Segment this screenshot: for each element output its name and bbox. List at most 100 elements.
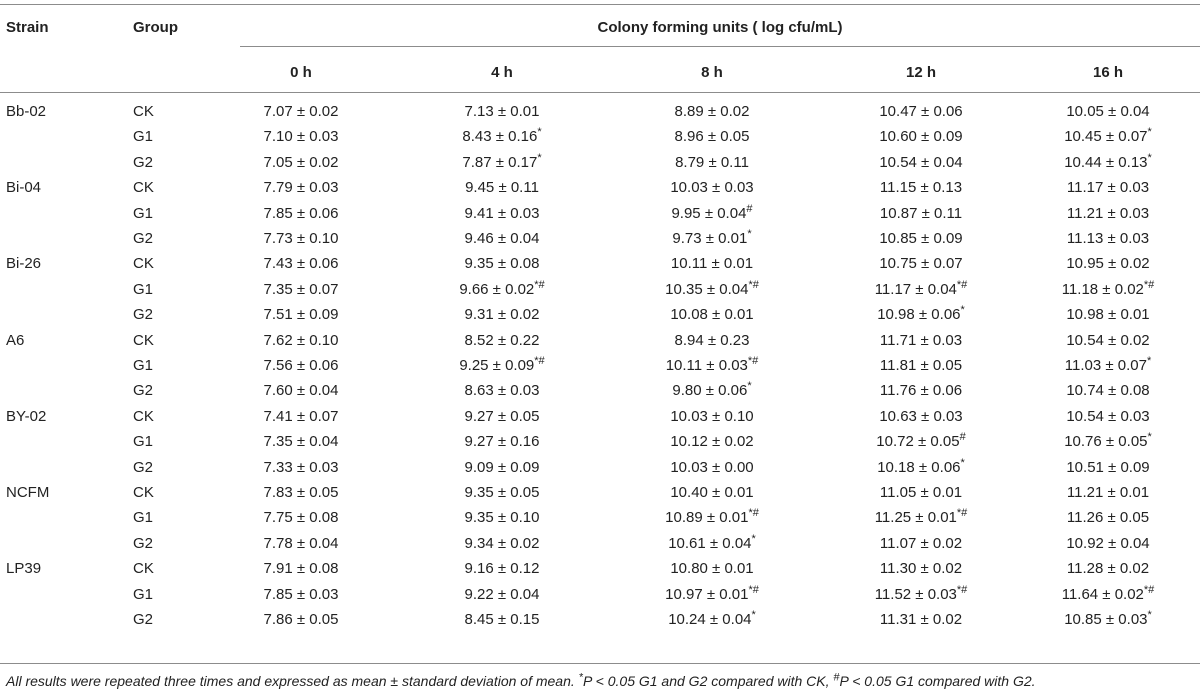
value-text: 10.95 ± 0.02: [1066, 255, 1150, 272]
strain-cell: Bi-26: [6, 255, 42, 272]
value-text: 7.41 ± 0.07: [263, 408, 339, 425]
value-text: 10.85 ± 0.03: [1064, 611, 1148, 628]
group-cell: CK: [133, 332, 154, 349]
value-cell: 7.07 ± 0.02: [264, 103, 339, 121]
value-cell: 9.35 ± 0.05: [465, 484, 540, 502]
group-cell: CK: [133, 408, 154, 425]
value-cell: 10.35 ± 0.04*#: [665, 280, 759, 299]
value-text: 7.91 ± 0.08: [263, 560, 339, 577]
value-cell: 7.56 ± 0.06: [264, 357, 339, 375]
value-text: 10.61 ± 0.04: [668, 535, 752, 552]
value-cell: 11.25 ± 0.01*#: [875, 508, 968, 527]
value-cell: 9.66 ± 0.02*#: [459, 280, 544, 299]
value-text: 8.94 ± 0.23: [674, 332, 750, 349]
header-group: Group: [133, 19, 178, 36]
value-text: 10.03 ± 0.03: [670, 179, 754, 196]
value-cell: 10.87 ± 0.11: [880, 205, 962, 223]
value-cell: 9.73 ± 0.01*: [672, 229, 751, 248]
significance-mark: *: [1147, 152, 1152, 164]
value-cell: 10.54 ± 0.04: [879, 154, 962, 172]
strain-cell: NCFM: [6, 484, 50, 501]
value-cell: 11.03 ± 0.07*: [1064, 355, 1152, 375]
significance-mark: #: [959, 431, 966, 443]
group-cell: G2: [133, 154, 154, 171]
value-cell: 11.64 ± 0.02*#: [1061, 585, 1155, 604]
group-cell: G1: [133, 509, 154, 526]
significance-mark: *: [1146, 355, 1152, 367]
value-text: 11.13 ± 0.03: [1066, 230, 1150, 247]
value-cell: 10.61 ± 0.04*: [668, 533, 756, 553]
value-text: 7.85 ± 0.06: [263, 205, 339, 222]
value-cell: 8.96 ± 0.05: [675, 128, 750, 146]
value-cell: 10.12 ± 0.02: [670, 433, 753, 451]
value-cell: 10.80 ± 0.01: [670, 560, 753, 578]
significance-mark: *: [751, 609, 756, 621]
value-cell: 7.87 ± 0.17*: [462, 153, 541, 172]
value-cell: 10.11 ± 0.03*#: [665, 356, 759, 375]
value-text: 9.35 ± 0.05: [464, 484, 540, 501]
value-cell: 10.11 ± 0.01: [671, 255, 753, 273]
value-text: 10.11 ± 0.03: [665, 357, 748, 374]
value-cell: 9.22 ± 0.04: [465, 586, 540, 604]
value-text: 7.62 ± 0.10: [263, 332, 339, 349]
value-text: 9.80 ± 0.06: [672, 382, 748, 399]
value-text: 11.31 ± 0.02: [879, 611, 963, 628]
value-cell: 9.34 ± 0.02: [465, 535, 540, 553]
value-cell: 11.07 ± 0.02: [880, 535, 962, 553]
value-text: 11.18 ± 0.02: [1061, 281, 1144, 298]
value-cell: 9.41 ± 0.03: [465, 205, 540, 223]
value-cell: 10.92 ± 0.04: [1066, 535, 1149, 553]
value-cell: 10.05 ± 0.04: [1066, 103, 1149, 121]
value-text: 11.30 ± 0.02: [879, 560, 963, 577]
value-text: 7.33 ± 0.03: [263, 459, 339, 476]
value-cell: 11.13 ± 0.03: [1067, 230, 1149, 248]
value-cell: 10.76 ± 0.05*: [1064, 432, 1152, 451]
value-cell: 10.85 ± 0.09: [879, 230, 962, 248]
value-text: 11.64 ± 0.02: [1061, 586, 1144, 603]
significance-mark: *: [751, 533, 756, 545]
value-text: 11.03 ± 0.07: [1064, 357, 1147, 374]
significance-mark: *#: [748, 584, 759, 596]
footnote-star-mark: *: [578, 671, 583, 684]
value-text: 9.41 ± 0.03: [464, 205, 540, 222]
value-cell: 7.35 ± 0.04: [264, 433, 339, 451]
significance-mark: *#: [534, 355, 545, 367]
value-cell: 7.35 ± 0.07: [264, 281, 339, 299]
group-cell: G1: [133, 128, 154, 145]
group-cell: G1: [133, 357, 154, 374]
group-cell: CK: [133, 484, 154, 501]
value-text: 7.35 ± 0.04: [263, 433, 339, 450]
value-cell: 8.89 ± 0.02: [675, 103, 750, 121]
value-text: 10.51 ± 0.09: [1066, 459, 1150, 476]
value-cell: 11.18 ± 0.02*#: [1061, 280, 1155, 299]
value-cell: 7.86 ± 0.05: [264, 611, 339, 629]
value-cell: 7.73 ± 0.10: [264, 230, 339, 248]
value-cell: 10.47 ± 0.06: [879, 103, 962, 121]
value-text: 7.60 ± 0.04: [263, 382, 339, 399]
value-cell: 10.60 ± 0.09: [879, 128, 962, 146]
significance-mark: *#: [748, 507, 759, 519]
group-cell: CK: [133, 255, 154, 272]
group-cell: G1: [133, 586, 154, 603]
value-text: 9.31 ± 0.02: [464, 306, 540, 323]
value-text: 10.89 ± 0.01: [665, 509, 749, 526]
value-text: 10.24 ± 0.04: [668, 611, 752, 628]
value-text: 9.16 ± 0.12: [464, 560, 540, 577]
value-cell: 7.51 ± 0.09: [264, 306, 339, 324]
value-cell: 10.98 ± 0.01: [1066, 306, 1149, 324]
group-cell: G2: [133, 535, 154, 552]
value-text: 10.92 ± 0.04: [1066, 535, 1150, 552]
strain-cell: BY-02: [6, 408, 47, 425]
value-cell: 8.52 ± 0.22: [465, 332, 540, 350]
value-text: 10.05 ± 0.04: [1066, 103, 1150, 120]
group-cell: G2: [133, 382, 154, 399]
value-text: 7.51 ± 0.09: [263, 306, 339, 323]
value-cell: 7.83 ± 0.05: [264, 484, 339, 502]
value-text: 9.09 ± 0.09: [464, 459, 540, 476]
value-cell: 7.75 ± 0.08: [264, 509, 339, 527]
strain-cell: Bb-02: [6, 103, 47, 120]
value-text: 7.85 ± 0.03: [263, 586, 339, 603]
value-text: 10.63 ± 0.03: [879, 408, 963, 425]
footnote-hash-mark: #: [833, 671, 840, 684]
